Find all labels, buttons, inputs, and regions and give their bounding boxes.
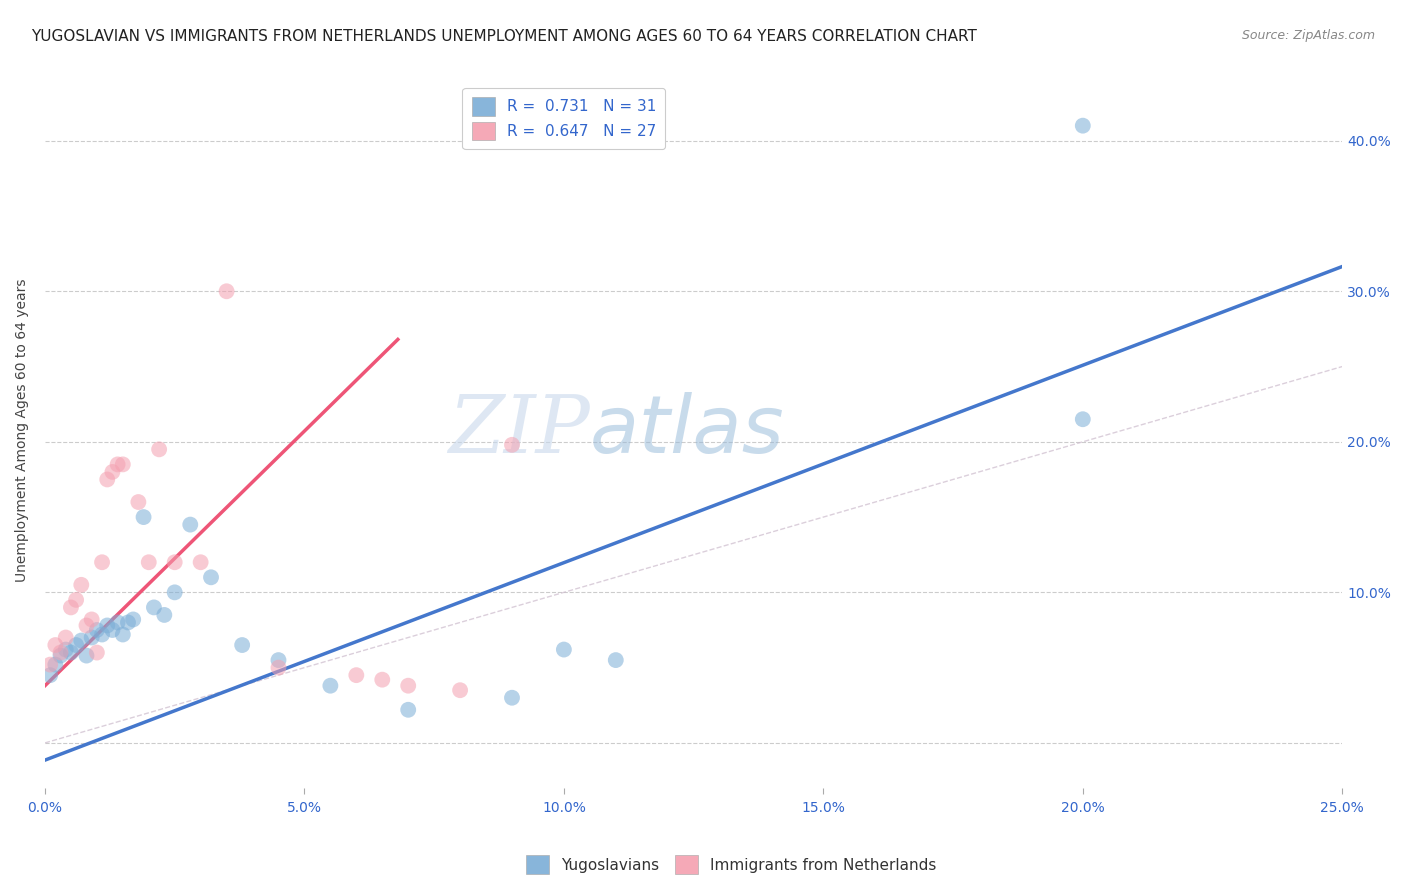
Point — [65, 638, 87, 652]
Point — [49, 646, 72, 660]
Point — [91, 555, 114, 569]
Text: ZIP: ZIP — [449, 392, 591, 469]
Point — [501, 438, 523, 452]
Point — [267, 660, 290, 674]
Point — [111, 627, 134, 641]
Point — [44, 638, 66, 652]
Point — [101, 465, 124, 479]
Point — [344, 668, 367, 682]
Point — [371, 673, 394, 687]
Point — [76, 618, 98, 632]
Point — [86, 646, 108, 660]
Point — [80, 631, 103, 645]
Point — [117, 615, 139, 630]
Point — [59, 646, 82, 660]
Point — [153, 607, 176, 622]
Point — [396, 679, 419, 693]
Point — [553, 642, 575, 657]
Point — [163, 555, 186, 569]
Point — [91, 627, 114, 641]
Point — [65, 593, 87, 607]
Legend: Yugoslavians, Immigrants from Netherlands: Yugoslavians, Immigrants from Netherland… — [520, 849, 942, 880]
Point — [111, 458, 134, 472]
Point — [319, 679, 342, 693]
Point — [96, 472, 118, 486]
Point — [501, 690, 523, 705]
Point — [163, 585, 186, 599]
Point — [231, 638, 253, 652]
Point — [215, 285, 238, 299]
Point — [49, 648, 72, 663]
Point — [148, 442, 170, 457]
Point — [449, 683, 471, 698]
Point — [127, 495, 149, 509]
Point — [1071, 119, 1094, 133]
Point — [86, 623, 108, 637]
Point — [96, 618, 118, 632]
Point — [142, 600, 165, 615]
Point — [122, 612, 145, 626]
Point — [39, 668, 62, 682]
Point — [70, 578, 93, 592]
Point — [396, 703, 419, 717]
Text: atlas: atlas — [591, 392, 785, 469]
Point — [200, 570, 222, 584]
Point — [107, 615, 129, 630]
Point — [39, 657, 62, 672]
Point — [59, 600, 82, 615]
Point — [605, 653, 627, 667]
Point — [267, 653, 290, 667]
Point — [70, 633, 93, 648]
Point — [179, 517, 201, 532]
Text: Source: ZipAtlas.com: Source: ZipAtlas.com — [1241, 29, 1375, 42]
Text: YUGOSLAVIAN VS IMMIGRANTS FROM NETHERLANDS UNEMPLOYMENT AMONG AGES 60 TO 64 YEAR: YUGOSLAVIAN VS IMMIGRANTS FROM NETHERLAN… — [31, 29, 977, 44]
Point — [138, 555, 160, 569]
Point — [107, 458, 129, 472]
Point — [101, 623, 124, 637]
Legend: R =  0.731   N = 31, R =  0.647   N = 27: R = 0.731 N = 31, R = 0.647 N = 27 — [463, 87, 665, 150]
Point — [132, 510, 155, 524]
Point — [1071, 412, 1094, 426]
Y-axis label: Unemployment Among Ages 60 to 64 years: Unemployment Among Ages 60 to 64 years — [15, 279, 30, 582]
Point — [55, 642, 77, 657]
Point — [76, 648, 98, 663]
Point — [55, 631, 77, 645]
Point — [190, 555, 212, 569]
Point — [80, 612, 103, 626]
Point — [44, 657, 66, 672]
